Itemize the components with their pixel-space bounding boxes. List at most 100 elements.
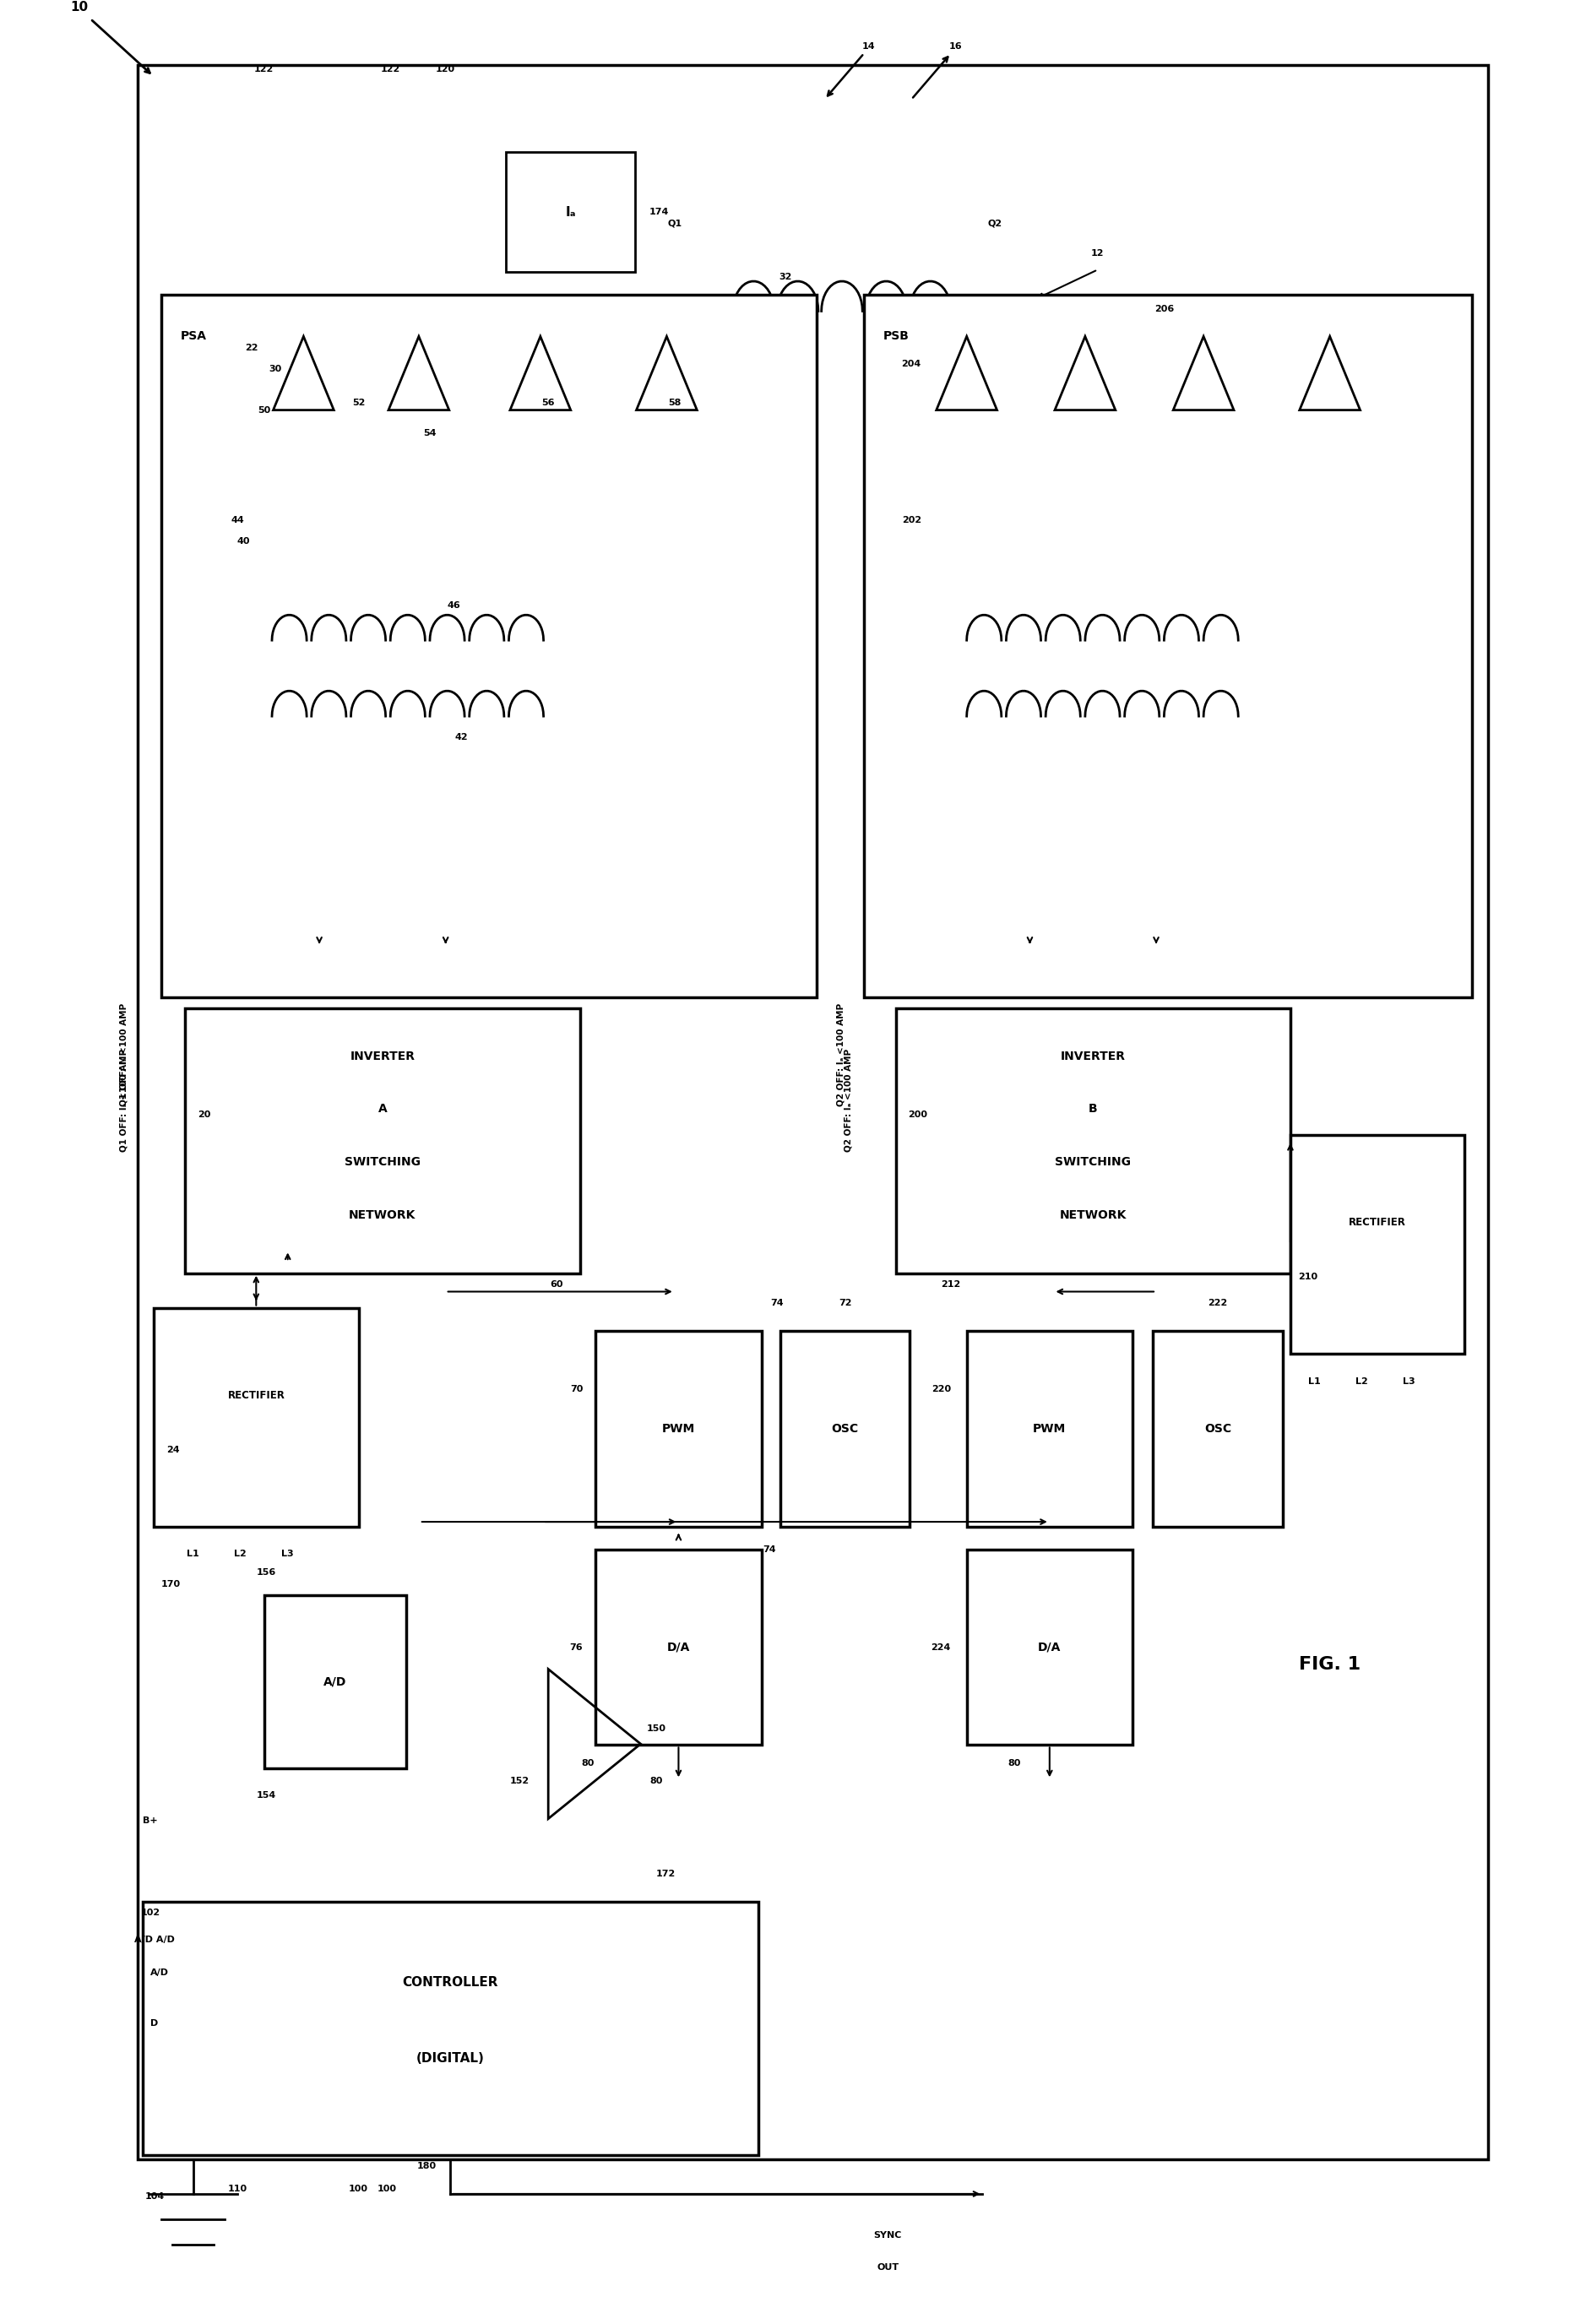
Text: INVERTER: INVERTER (1061, 1050, 1126, 1062)
Bar (596, 1332, 761, 1527)
Text: 122: 122 (254, 65, 274, 74)
Text: NETWORK: NETWORK (349, 1208, 416, 1220)
Text: 44: 44 (230, 516, 244, 525)
Text: FIG. 1: FIG. 1 (1299, 1657, 1361, 1673)
Text: PSB: PSB (883, 330, 909, 342)
Text: INVERTER: INVERTER (351, 1050, 416, 1062)
Bar (864, 295, 1472, 997)
Text: PWM: PWM (661, 1422, 695, 1434)
Text: 172: 172 (657, 1871, 676, 1878)
Text: 154: 154 (257, 1792, 276, 1799)
Text: 24: 24 (167, 1446, 179, 1455)
Text: 152: 152 (509, 1778, 530, 1785)
Text: A/D A/D: A/D A/D (135, 1936, 174, 1943)
Text: 170: 170 (162, 1580, 181, 1587)
Text: 10: 10 (70, 0, 89, 14)
Text: 100: 100 (349, 2185, 368, 2194)
Text: PWM: PWM (1032, 1422, 1066, 1434)
Bar (596, 1550, 761, 1745)
Text: 30: 30 (268, 365, 282, 372)
Text: Q1 OFF: Iₐ <100 AMP: Q1 OFF: Iₐ <100 AMP (119, 1048, 128, 1153)
Text: A/D: A/D (324, 1676, 347, 1687)
Text: 150: 150 (647, 1724, 666, 1734)
Text: 74: 74 (771, 1299, 783, 1308)
Text: A/D: A/D (151, 1968, 170, 1978)
Bar (780, 1332, 910, 1527)
Text: 174: 174 (649, 207, 669, 216)
Text: 20: 20 (198, 1111, 211, 1118)
Bar (1153, 1332, 1283, 1527)
Text: 16: 16 (948, 42, 963, 51)
Text: 80: 80 (650, 1778, 663, 1785)
Text: CONTROLLER: CONTROLLER (403, 1975, 498, 1989)
Text: 60: 60 (550, 1281, 563, 1290)
Text: 72: 72 (839, 1299, 852, 1308)
Text: 58: 58 (668, 400, 680, 407)
Text: 220: 220 (931, 1385, 952, 1394)
Text: Q2 OFF: Iₐ <100 AMP: Q2 OFF: Iₐ <100 AMP (844, 1048, 853, 1153)
Text: 122: 122 (381, 65, 400, 74)
Text: B+: B+ (143, 1817, 157, 1824)
Text: 12: 12 (1091, 249, 1104, 258)
Text: L2: L2 (235, 1550, 246, 1559)
Text: 200: 200 (909, 1111, 928, 1118)
Text: Q2 OFF: Iₐ <100 AMP: Q2 OFF: Iₐ <100 AMP (836, 1004, 845, 1106)
Text: 32: 32 (779, 272, 791, 281)
Text: OSC: OSC (831, 1422, 858, 1434)
Text: 212: 212 (940, 1281, 961, 1290)
Text: 180: 180 (417, 2161, 436, 2171)
Bar (162, 295, 817, 997)
Text: D/A: D/A (1037, 1641, 1061, 1652)
Text: OSC: OSC (1204, 1422, 1231, 1434)
Bar (143, 1901, 758, 2154)
Text: Q1: Q1 (668, 218, 682, 228)
Text: 120: 120 (436, 65, 455, 74)
Text: 104: 104 (146, 2192, 165, 2201)
Text: 14: 14 (863, 42, 875, 51)
Text: L3: L3 (1402, 1378, 1415, 1385)
Text: 206: 206 (1155, 304, 1174, 314)
Text: 80: 80 (580, 1759, 595, 1769)
Bar (506, 153, 634, 272)
Text: 42: 42 (455, 732, 468, 741)
Text: 52: 52 (352, 400, 365, 407)
Text: A: A (377, 1104, 387, 1116)
Text: 46: 46 (447, 602, 460, 609)
Text: L2: L2 (1354, 1378, 1367, 1385)
Text: B: B (1088, 1104, 1098, 1116)
Text: 110: 110 (227, 2185, 247, 2194)
Text: SWITCHING: SWITCHING (1055, 1155, 1131, 1169)
Text: 102: 102 (141, 1908, 160, 1917)
Text: RECTIFIER: RECTIFIER (227, 1390, 285, 1401)
Text: 224: 224 (931, 1643, 952, 1652)
Text: 76: 76 (569, 1643, 584, 1652)
Text: L3: L3 (282, 1550, 293, 1559)
Bar (896, 1009, 1291, 1274)
Text: 40: 40 (236, 537, 251, 546)
Text: 100: 100 (377, 2185, 396, 2194)
Text: Q1 OFF: Iₐ <100 AMP: Q1 OFF: Iₐ <100 AMP (119, 1004, 128, 1106)
Text: RECTIFIER: RECTIFIER (1348, 1218, 1405, 1227)
Text: D: D (151, 2020, 159, 2027)
Bar (1291, 1134, 1464, 1355)
Text: 202: 202 (902, 516, 921, 525)
Text: 22: 22 (244, 344, 259, 353)
Text: 56: 56 (542, 400, 555, 407)
Text: 222: 222 (1209, 1299, 1228, 1308)
Text: D/A: D/A (668, 1641, 690, 1652)
Text: 70: 70 (569, 1385, 584, 1394)
Text: 74: 74 (763, 1545, 776, 1555)
Text: PSA: PSA (181, 330, 206, 342)
Text: 210: 210 (1299, 1274, 1318, 1281)
Text: NETWORK: NETWORK (1059, 1208, 1126, 1220)
Bar (263, 1597, 406, 1769)
Bar (138, 65, 1488, 2159)
Text: L1: L1 (1308, 1378, 1320, 1385)
Text: 80: 80 (1007, 1759, 1020, 1769)
Text: 54: 54 (423, 430, 436, 437)
Bar (186, 1009, 580, 1274)
Text: Q2: Q2 (988, 218, 1002, 228)
Text: (DIGITAL): (DIGITAL) (416, 2052, 484, 2066)
Text: OUT: OUT (877, 2264, 899, 2273)
Bar (154, 1308, 358, 1527)
